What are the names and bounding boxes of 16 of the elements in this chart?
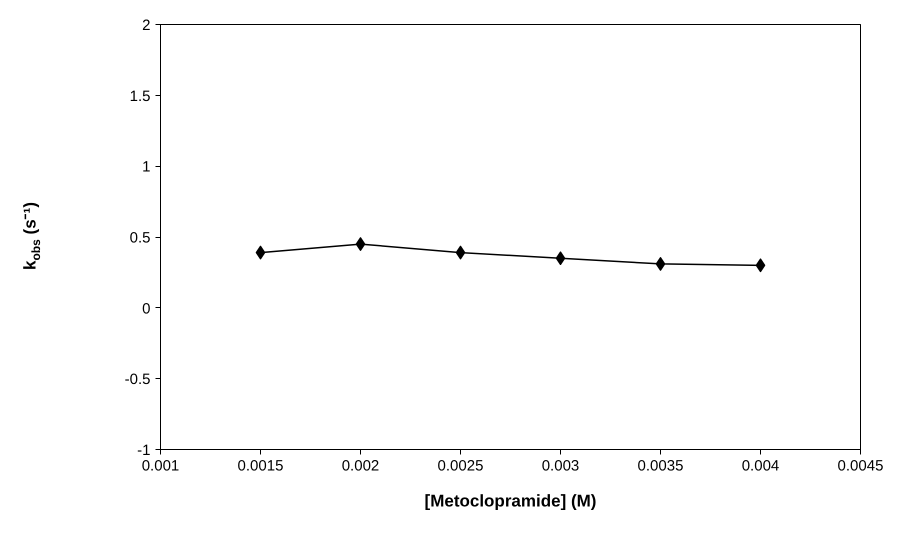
y-tick-label: 0.5 [130, 230, 151, 246]
x-tick-label: 0.003 [542, 458, 580, 474]
y-tick-label: -0.5 [124, 371, 151, 388]
x-tick-label: 0.0035 [638, 458, 684, 474]
y-tick-label: 0 [142, 300, 150, 318]
x-tick-label: 0.001 [142, 458, 180, 474]
x-tick-label: 0.0045 [838, 458, 884, 474]
y-tick-label: 2 [142, 17, 150, 34]
x-tick-label: 0.0025 [438, 458, 484, 474]
x-axis-title: [Metoclopramide] (M) [424, 492, 596, 510]
y-tick-label: -1 [137, 442, 151, 459]
x-tick-label: 0.0015 [238, 458, 284, 474]
x-tick-label: 0.002 [342, 458, 380, 474]
y-tick-label: 1 [142, 158, 150, 176]
y-tick-label: 1.5 [130, 88, 151, 105]
x-tick-label: 0.004 [742, 458, 780, 474]
